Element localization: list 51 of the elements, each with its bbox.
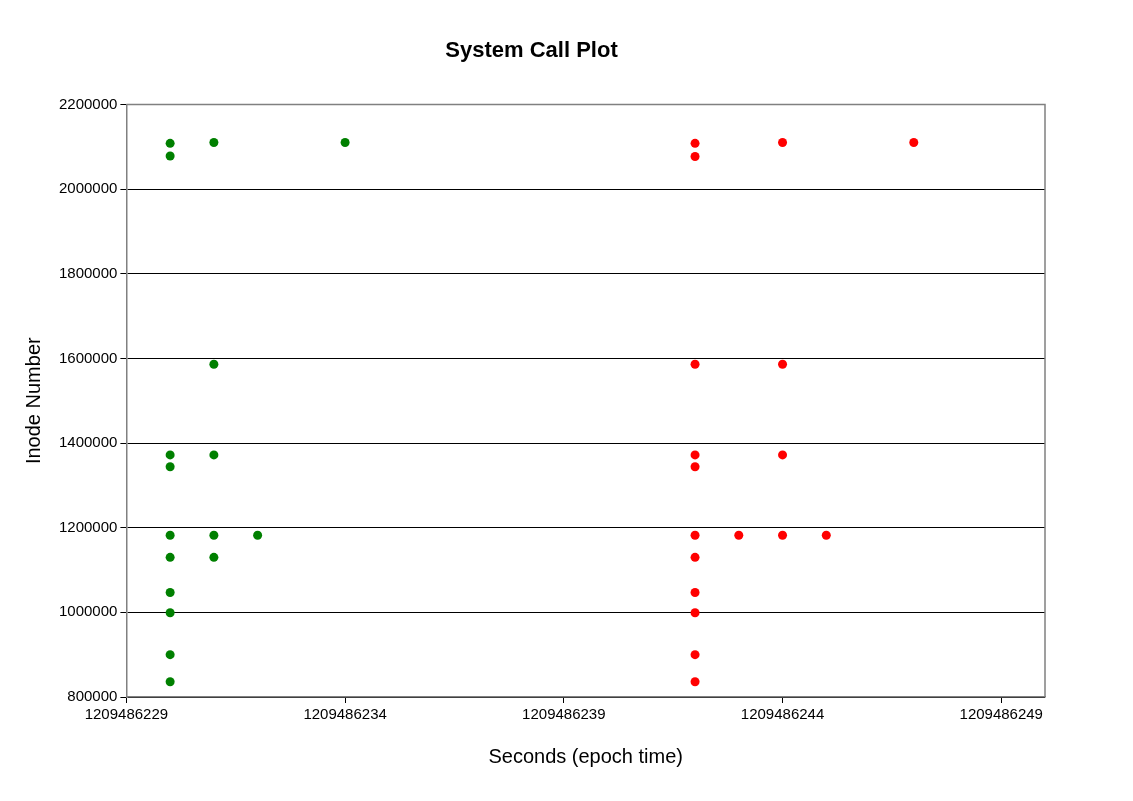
- point: [253, 530, 263, 540]
- point: [734, 530, 744, 540]
- point: [909, 138, 919, 147]
- chart-title: System Call Plot: [445, 37, 619, 63]
- point: [165, 462, 175, 472]
- point: [778, 530, 788, 540]
- y-tick-label: 2000000: [58, 179, 118, 197]
- point: [165, 677, 175, 687]
- point: [778, 450, 788, 460]
- y-axis-title: Inode Number: [21, 337, 44, 465]
- y-tick-label: 800000: [67, 687, 118, 705]
- point: [209, 530, 219, 540]
- point: [165, 650, 175, 660]
- point: [690, 151, 700, 161]
- point: [690, 138, 700, 148]
- point: [209, 552, 219, 562]
- point: [690, 530, 700, 540]
- y-tick-label: 1200000: [58, 517, 118, 535]
- point: [165, 450, 175, 460]
- x-tick-label: 1209486234: [303, 705, 387, 723]
- point: [165, 138, 175, 148]
- point: [209, 450, 219, 460]
- x-tick-label: 1209486229: [84, 705, 169, 723]
- point: [778, 359, 788, 369]
- point: [165, 530, 175, 540]
- point: [690, 462, 700, 472]
- x-axis-title: Seconds (epoch time): [488, 744, 683, 767]
- x-tick-label: 1209486249: [959, 705, 1043, 723]
- point: [165, 151, 175, 161]
- point: [690, 359, 700, 369]
- point: [690, 677, 700, 687]
- y-tick-label: 1600000: [58, 348, 118, 366]
- point: [209, 359, 219, 369]
- point: [165, 587, 175, 597]
- point: [690, 650, 700, 660]
- y-tick-label: 2200000: [58, 94, 118, 112]
- x-tick-label: 1209486244: [740, 705, 825, 723]
- point: [209, 138, 219, 147]
- point: [690, 587, 700, 597]
- point: [778, 138, 788, 147]
- point: [690, 552, 700, 562]
- y-tick-label: 1000000: [58, 602, 118, 620]
- point: [340, 138, 350, 147]
- point: [165, 608, 175, 618]
- point: [821, 530, 831, 540]
- point: [690, 450, 700, 460]
- y-tick-label: 1800000: [58, 263, 118, 281]
- point: [165, 552, 175, 562]
- y-tick-label: 1400000: [58, 433, 118, 451]
- x-tick-label: 1209486239: [522, 705, 606, 723]
- point: [690, 608, 700, 618]
